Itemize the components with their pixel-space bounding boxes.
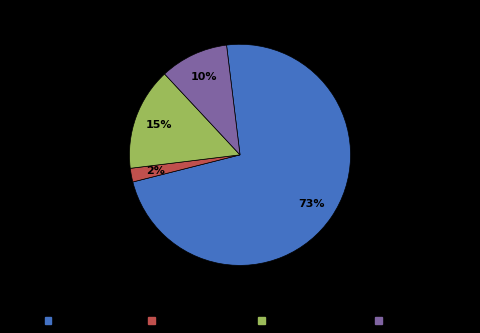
Wedge shape	[130, 155, 240, 182]
Text: 73%: 73%	[298, 198, 324, 208]
Wedge shape	[130, 74, 240, 168]
Text: 10%: 10%	[190, 72, 217, 82]
Legend: Wages & Salaries, Employee Benefits, Operating Expenses, Safety Net: Wages & Salaries, Employee Benefits, Ope…	[41, 312, 439, 330]
Text: 2%: 2%	[146, 166, 165, 176]
Wedge shape	[133, 44, 350, 265]
Text: 15%: 15%	[146, 120, 172, 130]
Wedge shape	[165, 45, 240, 155]
